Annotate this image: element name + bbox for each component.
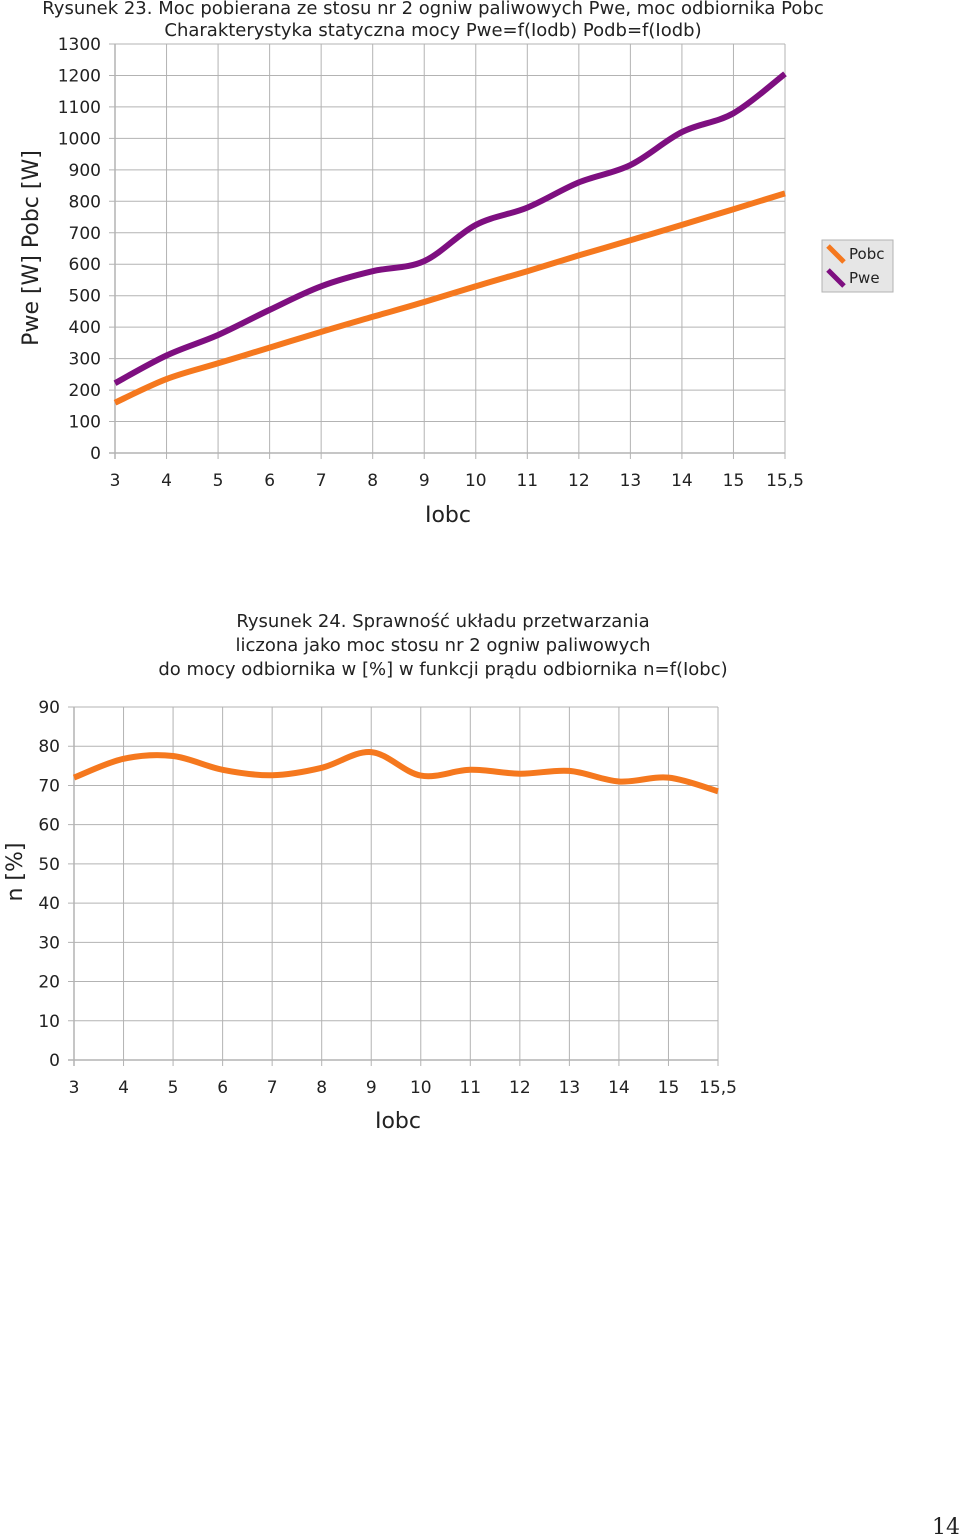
x-tick-label: 8 (367, 471, 378, 491)
chart2-y-axis-label: n [%] (3, 842, 28, 901)
x-tick-label: 3 (110, 471, 121, 491)
y-tick-label: 40 (38, 894, 60, 914)
y-tick-label: 1300 (58, 35, 101, 55)
y-tick-label: 1100 (58, 98, 101, 118)
y-tick-label: 900 (69, 161, 101, 181)
x-tick-label: 4 (118, 1078, 129, 1098)
x-tick-label: 14 (608, 1078, 630, 1098)
x-tick-label: 5 (168, 1078, 179, 1098)
y-tick-label: 50 (38, 855, 60, 875)
y-tick-label: 700 (69, 224, 101, 244)
efficiency-chart: Rysunek 24. Sprawność układu przetwarzan… (0, 590, 960, 1150)
y-tick-label: 60 (38, 816, 60, 836)
x-tick-label: 9 (419, 471, 430, 491)
chart1-y-ticks: 0 100 200 300 400 500 600 700 800 900 1000 1100 1200… (58, 35, 101, 464)
y-tick-label: 1200 (58, 66, 101, 86)
page-number: 14 (932, 1515, 960, 1540)
chart1-legend: Pobc Pwe (822, 240, 893, 292)
x-tick-label: 15,5 (699, 1078, 737, 1098)
x-tick-label: 11 (516, 471, 538, 491)
power-chart: Rysunek 23. Moc pobierana ze stosu nr 2 … (0, 0, 960, 560)
x-tick-label: 6 (217, 1078, 228, 1098)
series-line-pwe (115, 74, 785, 383)
legend-label: Pwe (849, 269, 880, 287)
chart1-x-ticks: 3 4 5 6 7 8 9 10 11 12 13 14 15 15,5 (110, 471, 804, 491)
chart2-title: Rysunek 24. Sprawność układu przetwarzan… (158, 611, 727, 680)
chart1-title: Rysunek 23. Moc pobierana ze stosu nr 2 … (42, 0, 823, 41)
y-tick-label: 0 (49, 1051, 60, 1071)
chart1-x-axis-label: Iobc (425, 503, 471, 528)
x-tick-label: 3 (69, 1078, 80, 1098)
y-tick-label: 90 (38, 698, 60, 718)
y-tick-label: 200 (69, 381, 101, 401)
y-tick-label: 300 (69, 350, 101, 370)
y-tick-label: 500 (69, 287, 101, 307)
chart2-x-ticks: 3 4 5 6 7 8 9 10 11 12 13 14 15 15,5 (69, 1078, 737, 1098)
y-tick-label: 20 (38, 973, 60, 993)
y-tick-label: 800 (69, 192, 101, 212)
y-tick-label: 600 (69, 255, 101, 275)
x-tick-label: 13 (559, 1078, 581, 1098)
chart2-y-ticks: 0 10 20 30 40 50 60 70 80 90 (38, 698, 60, 1071)
x-tick-label: 13 (620, 471, 642, 491)
x-tick-label: 15,5 (766, 471, 804, 491)
chart1-y-axis-label: Pwe [W] Pobc [W] (19, 150, 44, 346)
chart-title-line: Charakterystyka statyczna mocy Pwe=f(Iod… (164, 20, 701, 41)
y-tick-label: 100 (69, 413, 101, 433)
y-tick-label: 30 (38, 933, 60, 953)
chart1-series (115, 74, 785, 403)
x-tick-label: 9 (366, 1078, 377, 1098)
chart1-gridlines (109, 44, 785, 459)
x-tick-label: 7 (316, 471, 327, 491)
x-tick-label: 12 (568, 471, 590, 491)
x-tick-label: 6 (264, 471, 275, 491)
x-tick-label: 15 (658, 1078, 680, 1098)
series-line-pobc (115, 193, 785, 402)
y-tick-label: 10 (38, 1012, 60, 1032)
chart-title-line: Rysunek 24. Sprawność układu przetwarzan… (236, 611, 649, 632)
x-tick-label: 12 (509, 1078, 531, 1098)
y-tick-label: 1000 (58, 129, 101, 149)
x-tick-label: 4 (161, 471, 172, 491)
y-tick-label: 80 (38, 737, 60, 757)
x-tick-label: 11 (459, 1078, 481, 1098)
x-tick-label: 7 (267, 1078, 278, 1098)
x-tick-label: 15 (723, 471, 745, 491)
chart-title-line: Rysunek 23. Moc pobierana ze stosu nr 2 … (42, 0, 823, 19)
y-tick-label: 70 (38, 776, 60, 796)
legend-label: Pobc (849, 245, 884, 263)
chart-title-line: liczona jako moc stosu nr 2 ogniw paliwo… (235, 635, 650, 656)
x-tick-label: 8 (316, 1078, 327, 1098)
y-tick-label: 0 (90, 444, 101, 464)
x-tick-label: 10 (465, 471, 487, 491)
x-tick-label: 14 (671, 471, 693, 491)
chart-title-line: do mocy odbiornika w [%] w funkcji prądu… (158, 659, 727, 680)
x-tick-label: 10 (410, 1078, 432, 1098)
y-tick-label: 400 (69, 318, 101, 338)
chart2-x-axis-label: Iobc (375, 1109, 421, 1134)
x-tick-label: 5 (213, 471, 224, 491)
